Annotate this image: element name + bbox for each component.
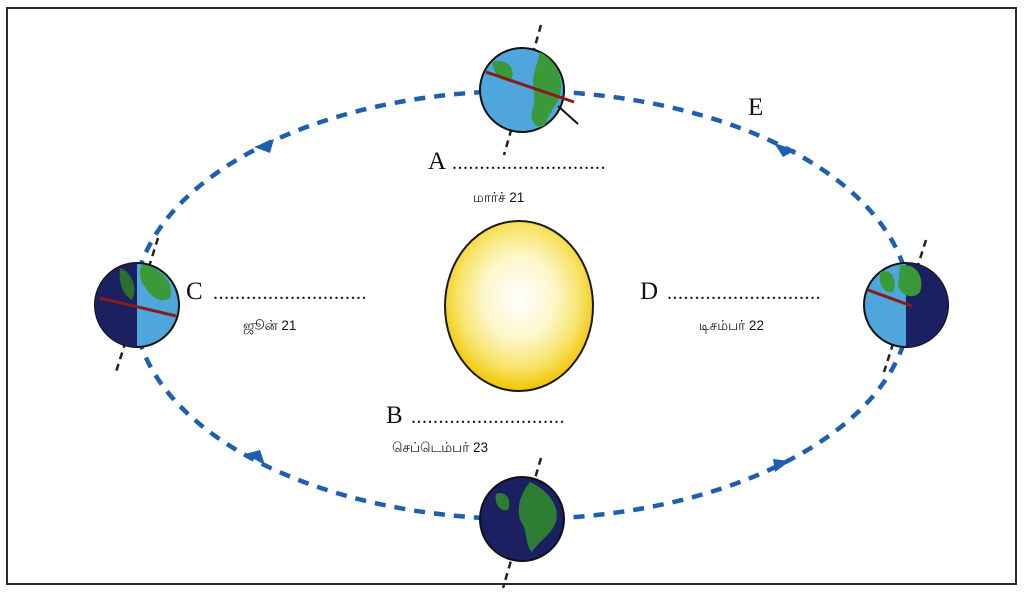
label-a-letter: A bbox=[428, 148, 447, 175]
arrow-icon bbox=[773, 459, 790, 472]
earth-b bbox=[479, 457, 565, 589]
arrow-icon bbox=[254, 139, 274, 153]
earth-c bbox=[94, 237, 180, 373]
label-d-blank: ............................ bbox=[667, 282, 821, 304]
label-e-letter: E bbox=[748, 94, 764, 121]
label-b-date: செப்டெம்பர் 23 bbox=[392, 440, 489, 455]
orbit-arrows bbox=[245, 139, 796, 472]
earth-a bbox=[479, 24, 579, 156]
label-c-blank: ............................ bbox=[213, 282, 367, 304]
arrow-icon bbox=[245, 450, 265, 465]
label-c-letter: C bbox=[186, 278, 203, 305]
label-b-letter: B bbox=[386, 402, 403, 429]
earth-d bbox=[863, 239, 949, 373]
label-b-blank: ............................ bbox=[411, 406, 565, 428]
arrow-icon bbox=[774, 143, 796, 157]
label-d-letter: D bbox=[640, 278, 659, 305]
label-a-date: மார்ச் 21 bbox=[473, 190, 525, 205]
sun bbox=[444, 220, 594, 392]
label-a-blank: ............................ bbox=[452, 152, 606, 174]
label-d-date: டிசம்பர் 22 bbox=[699, 318, 764, 333]
label-c-date: ஜூன் 21 bbox=[243, 318, 297, 333]
